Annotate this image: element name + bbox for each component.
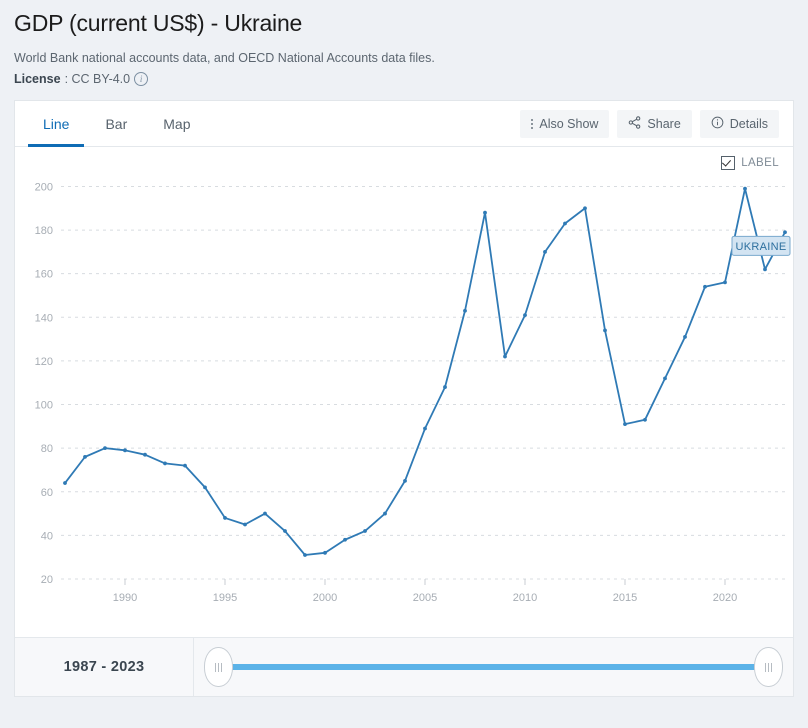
line-chart-svg: 20 40 60 80 100 120 140 160 180 200 1990 1995 2000 2… <box>35 181 791 604</box>
tab-bar[interactable]: Bar <box>105 115 128 132</box>
svg-text:120: 120 <box>35 356 53 368</box>
source-note: World Bank national accounts data, and O… <box>14 51 435 65</box>
svg-text:2020: 2020 <box>713 592 737 604</box>
svg-text:160: 160 <box>35 269 53 281</box>
year-range-slider[interactable] <box>194 638 793 696</box>
chart-data-points <box>63 186 787 557</box>
svg-text:200: 200 <box>35 181 53 193</box>
share-button[interactable]: Share <box>617 109 692 138</box>
slider-handle-start[interactable] <box>204 647 233 687</box>
svg-text:2000: 2000 <box>313 592 337 604</box>
svg-text:2010: 2010 <box>513 592 537 604</box>
license-label: License <box>14 72 61 86</box>
svg-text:180: 180 <box>35 225 53 237</box>
share-icon <box>628 115 641 132</box>
license-info-icon[interactable]: i <box>134 72 149 86</box>
page-title: GDP (current US$) - Ukraine <box>14 10 303 36</box>
chart-gridlines <box>61 185 785 580</box>
chart-plot-area: LABEL 20 40 60 80 100 120 140 160 180 200 1990 199… <box>15 147 793 637</box>
svg-text:20: 20 <box>41 574 53 586</box>
share-label: Share <box>647 116 681 131</box>
series-label-badge[interactable]: UKRAINE <box>731 235 791 256</box>
svg-text:80: 80 <box>41 443 53 455</box>
svg-text:1995: 1995 <box>213 592 237 604</box>
license-line: License : CC BY-4.0 i <box>14 72 794 86</box>
svg-text:1990: 1990 <box>113 592 137 604</box>
year-range-label: 1987 - 2023 <box>15 638 194 696</box>
tab-line[interactable]: Line <box>25 101 87 147</box>
info-circle-icon <box>711 116 724 132</box>
chart-toolbar: Also Show Share <box>520 109 783 138</box>
slider-handle-end[interactable] <box>754 647 783 687</box>
label-toggle-text: LABEL <box>741 157 779 169</box>
page-header: GDP (current US$) - Ukraine World Bank n… <box>0 0 808 86</box>
also-show-button[interactable]: Also Show <box>520 109 610 138</box>
license-value: : CC BY-4.0 <box>64 72 131 86</box>
label-checkbox[interactable] <box>721 156 736 170</box>
details-label: Details <box>729 116 768 131</box>
svg-text:140: 140 <box>35 312 53 324</box>
details-button[interactable]: Details <box>699 109 779 138</box>
chart-tabbar: Line Bar Map Also Show Share <box>15 101 793 147</box>
chart-data-line <box>64 187 786 556</box>
svg-text:2005: 2005 <box>413 592 437 604</box>
svg-text:60: 60 <box>41 487 53 499</box>
svg-text:2015: 2015 <box>613 592 637 604</box>
label-toggle[interactable]: LABEL <box>721 156 779 170</box>
tab-map[interactable]: Map <box>163 115 191 132</box>
svg-text:100: 100 <box>35 400 53 412</box>
view-tabs: Line Bar Map <box>25 101 209 147</box>
svg-text:UKRAINE: UKRAINE <box>736 241 787 253</box>
chart-y-tick-labels: 20 40 60 80 100 120 140 160 180 200 <box>35 181 53 586</box>
chart-x-ticks: 1990 1995 2000 2005 2010 2015 2020 <box>113 579 737 604</box>
chart-card: Line Bar Map Also Show Share <box>14 100 794 697</box>
year-range-slider-row: 1987 - 2023 <box>15 637 793 696</box>
svg-text:40: 40 <box>41 530 53 542</box>
also-show-label: Also Show <box>539 116 599 131</box>
vertical-dots-icon <box>531 118 534 130</box>
slider-track[interactable] <box>224 664 763 670</box>
